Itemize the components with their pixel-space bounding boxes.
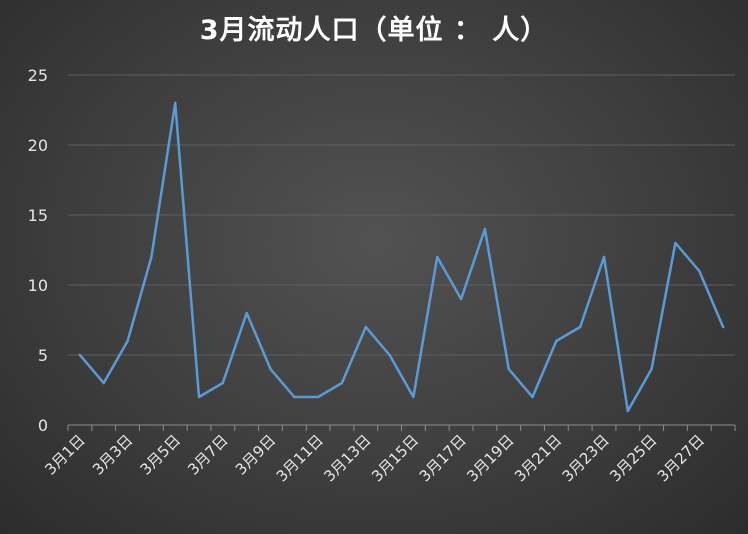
data-point [555, 339, 558, 343]
x-tick-label: 3月9日 [232, 431, 279, 478]
data-point [483, 227, 487, 231]
x-tick-label: 3月11日 [273, 431, 327, 485]
data-point [102, 381, 105, 385]
data-point [698, 269, 701, 273]
data-point [412, 395, 415, 399]
data-point [650, 367, 653, 371]
data-point [626, 409, 630, 413]
x-tick-label: 3月5日 [137, 431, 184, 478]
x-tick-label: 3月13日 [320, 431, 374, 485]
data-point [674, 241, 677, 245]
x-tick-label: 3月23日 [559, 431, 613, 485]
x-tick-label: 3月25日 [606, 431, 660, 485]
y-tick-label-20: 20 [28, 136, 48, 155]
data-point [436, 255, 439, 259]
y-tick-label-5: 5 [38, 346, 48, 365]
data-point [507, 367, 510, 371]
x-tick-label: 3月1日 [41, 431, 88, 478]
y-tick-label-0: 0 [38, 416, 48, 435]
x-tick-label: 3月17日 [416, 431, 470, 485]
y-tick-label-15: 15 [28, 206, 48, 225]
data-point [221, 381, 225, 385]
axes [67, 424, 736, 431]
x-tick-label: 3月19日 [463, 431, 517, 485]
x-tick-label: 3月21日 [511, 431, 565, 485]
data-point [364, 325, 367, 329]
x-tick-label: 3月27日 [654, 431, 708, 485]
data-point [388, 353, 391, 357]
x-tick-label: 3月7日 [184, 431, 231, 478]
data-point [293, 395, 296, 399]
data-point [602, 255, 606, 259]
y-tick-label-25: 25 [28, 66, 48, 85]
chart-title: 3月流动人口（单位 ： 人） [199, 15, 549, 46]
data-point [126, 339, 129, 343]
x-tick-label: 3月3日 [89, 431, 136, 478]
data-point [245, 311, 248, 315]
y-tick-label-10: 10 [28, 276, 48, 295]
series-line-path [78, 101, 725, 413]
data-point [269, 367, 272, 371]
data-point [78, 353, 82, 357]
data-point [340, 381, 344, 385]
data-point [150, 255, 153, 259]
gridlines [68, 74, 735, 356]
data-point [578, 325, 582, 329]
data-point [531, 395, 534, 399]
data-point [173, 101, 177, 105]
series-line [78, 101, 725, 413]
data-point [721, 325, 725, 329]
x-axis-tick-labels: 3月1日 3月3日 3月5日 3月7日 3月9日3月11日3月13日3月15日3月17日… [41, 431, 708, 485]
x-tick-label: 3月15日 [368, 431, 422, 485]
data-point [197, 395, 201, 399]
y-axis-tick-labels: 0 5 10 15 20 25 [28, 66, 48, 435]
data-point [459, 297, 463, 301]
data-point [316, 395, 320, 399]
